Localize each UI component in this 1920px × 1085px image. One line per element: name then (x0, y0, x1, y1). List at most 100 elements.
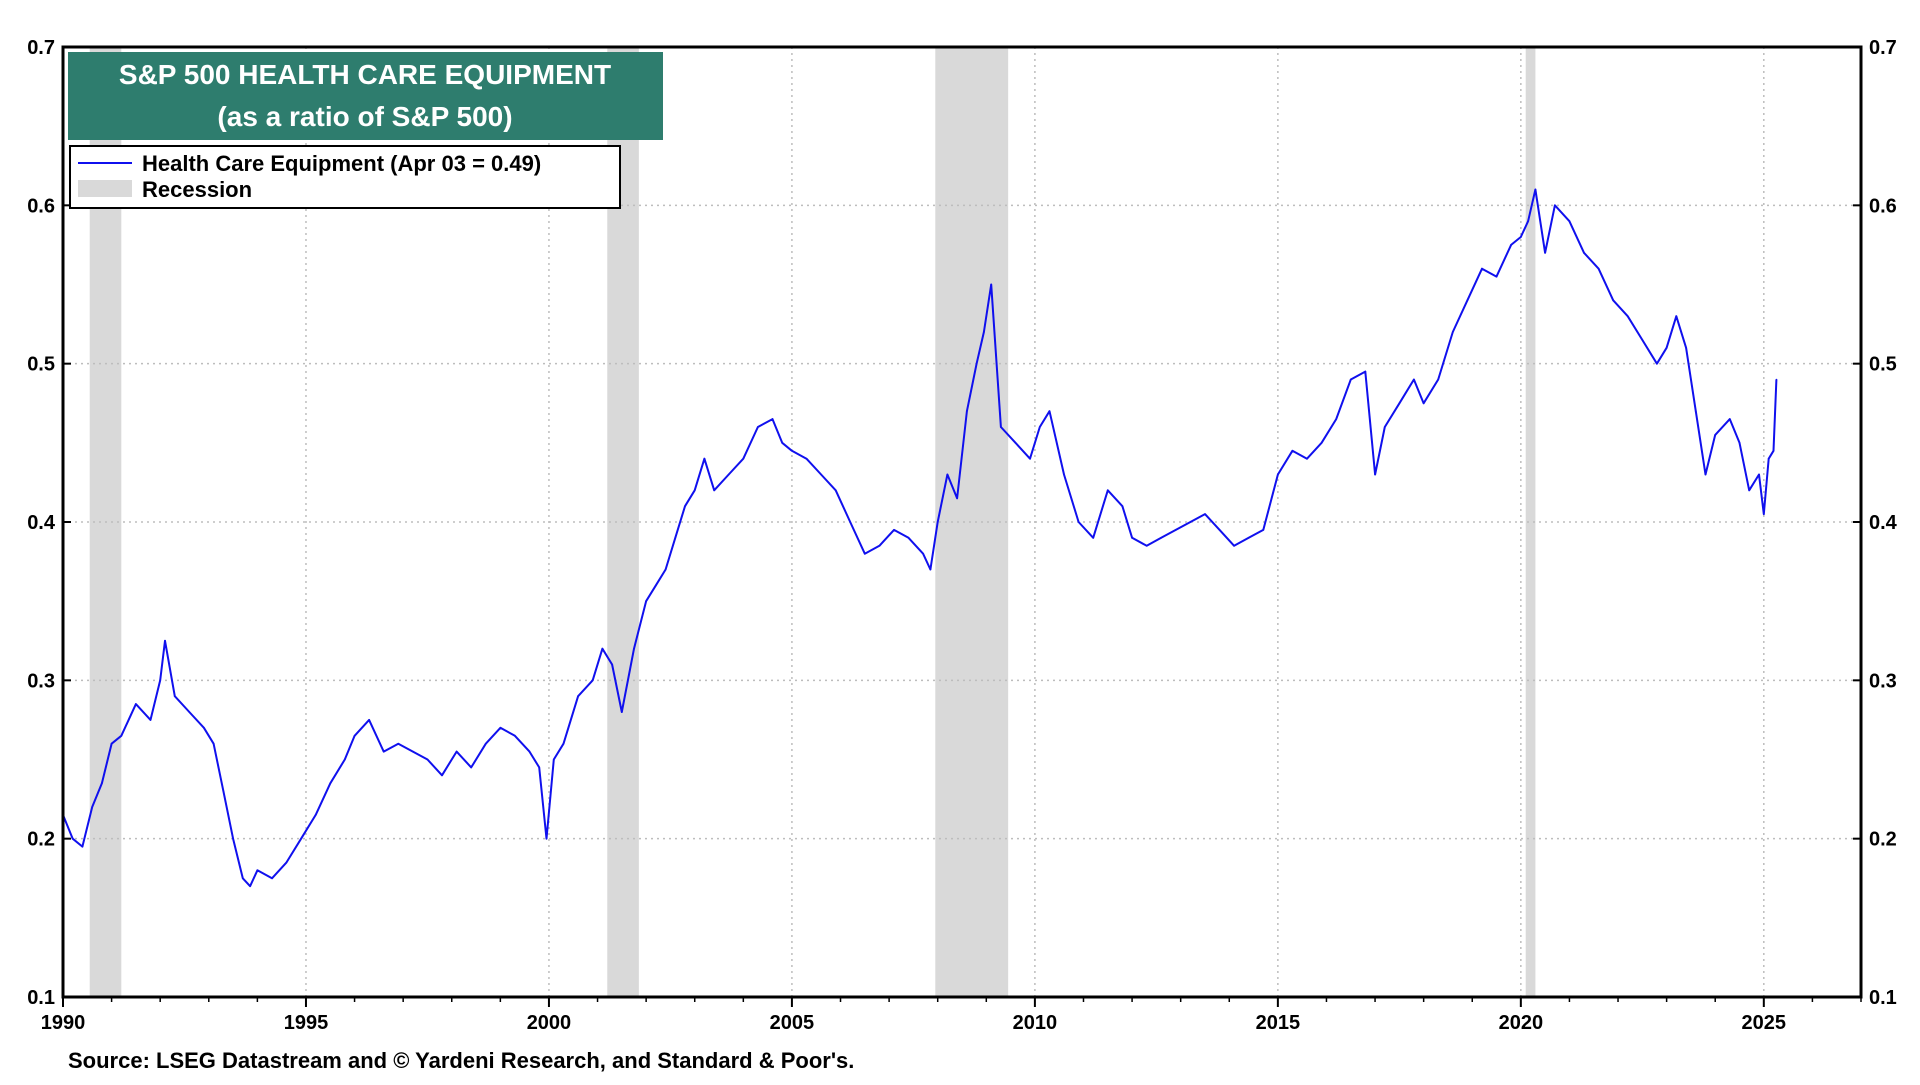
data-point (1694, 410, 1697, 412)
data-point (149, 719, 152, 721)
data-point (1665, 347, 1668, 349)
series-line-health-care-equipment (62, 188, 1778, 888)
data-point (1383, 426, 1386, 428)
data-point (1335, 418, 1337, 420)
recession-band-3 (1525, 47, 1536, 997)
y-tick-label-right: 0.4 (1869, 512, 1898, 534)
y-tick-label-right: 0.5 (1869, 354, 1897, 376)
data-point (222, 790, 225, 792)
data-point (1704, 473, 1707, 476)
data-point (412, 750, 414, 753)
data-point (528, 750, 531, 753)
data-point (1767, 457, 1770, 460)
data-point (791, 449, 793, 452)
data-point (1247, 537, 1250, 539)
data-point (553, 758, 555, 761)
data-point (538, 766, 541, 769)
data-point (1364, 370, 1367, 373)
chart-subtitle: (as a ratio of S&P 500) (217, 101, 512, 132)
data-point (742, 457, 745, 460)
data-point (135, 703, 137, 705)
data-point (545, 837, 548, 840)
data-point (1728, 418, 1731, 420)
data-point (1656, 362, 1658, 365)
x-tick-label: 2010 (1013, 1012, 1058, 1034)
data-point (703, 457, 706, 460)
data-point (1510, 244, 1512, 246)
data-point (975, 362, 978, 365)
y-tick-label-left: 0.5 (27, 354, 55, 376)
data-point (1775, 378, 1778, 381)
data-point (1277, 473, 1279, 476)
data-point (1626, 315, 1629, 317)
data-point (91, 806, 93, 808)
data-point (1160, 537, 1163, 539)
data-point (562, 742, 565, 745)
data-point (397, 742, 400, 745)
data-point (344, 758, 346, 761)
data-point (1306, 457, 1308, 460)
data-point (1014, 442, 1017, 444)
data-point (849, 521, 852, 523)
data-point (1131, 537, 1133, 539)
y-tick-label-right: 0.1 (1869, 987, 1897, 1009)
data-point (966, 410, 968, 412)
data-point (1106, 489, 1109, 492)
data-point (1175, 529, 1177, 531)
y-tick-label-left: 0.4 (27, 512, 56, 534)
data-point (300, 837, 302, 840)
data-point (1262, 529, 1265, 531)
data-point (353, 734, 356, 737)
data-point (1422, 402, 1425, 405)
source-note: Source: LSEG Datastream and © Yardeni Re… (68, 1048, 854, 1073)
data-point (1675, 315, 1678, 317)
data-point (1597, 267, 1600, 270)
data-point (1063, 473, 1065, 476)
data-point (601, 647, 604, 650)
data-point (232, 837, 234, 840)
data-point (1772, 449, 1775, 452)
data-point (71, 837, 74, 840)
data-point (188, 711, 191, 713)
data-point (441, 774, 443, 777)
data-point (1320, 442, 1323, 444)
data-point (820, 473, 822, 476)
title-box: S&P 500 HEALTH CARE EQUIPMENT (as a rati… (68, 52, 663, 140)
y-tick-label-left: 0.3 (27, 670, 55, 692)
title-background (68, 52, 663, 140)
y-tick-label-left: 0.1 (27, 987, 55, 1009)
data-point (329, 782, 332, 785)
data-point (664, 568, 667, 571)
data-point (1145, 544, 1148, 547)
data-point (1437, 378, 1440, 381)
data-point (1714, 434, 1717, 436)
data-point (368, 719, 370, 721)
data-point (693, 489, 696, 492)
data-point (1544, 252, 1546, 254)
y-tick-label-left: 0.2 (27, 829, 55, 851)
data-point (771, 418, 774, 420)
data-point (684, 505, 686, 507)
data-point (990, 283, 992, 286)
data-point (1527, 220, 1529, 222)
data-point (1291, 449, 1294, 452)
legend-series-label: Health Care Equipment (Apr 03 = 0.49) (142, 151, 541, 176)
data-point (713, 489, 715, 492)
data-point (120, 734, 123, 737)
data-point (834, 489, 837, 492)
data-point (484, 742, 487, 745)
data-point (1612, 299, 1614, 302)
data-point (1092, 537, 1095, 539)
data-point (81, 845, 84, 848)
data-point (864, 552, 866, 555)
data-point (655, 584, 657, 587)
data-point (577, 695, 579, 697)
data-point (1374, 473, 1376, 476)
y-tick-label-right: 0.6 (1869, 195, 1897, 217)
data-point (1554, 204, 1556, 207)
data-point (1349, 378, 1352, 381)
data-point (1481, 267, 1483, 270)
data-point (1029, 457, 1031, 460)
data-point (173, 695, 176, 697)
